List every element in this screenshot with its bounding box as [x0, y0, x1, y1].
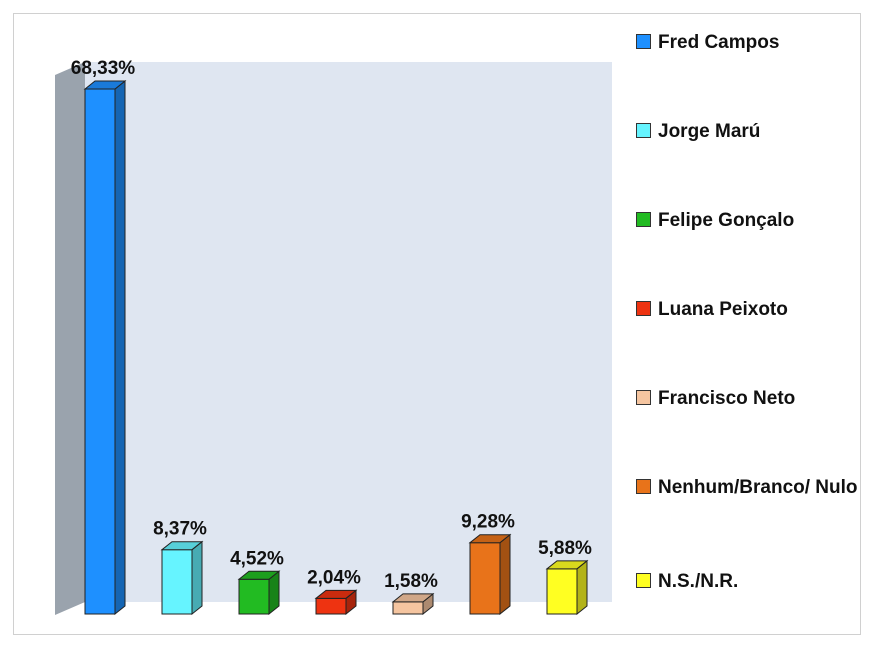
bar-side — [191, 540, 203, 616]
data-label: 1,58% — [384, 571, 438, 592]
legend-label: N.S./N.R. — [658, 571, 739, 592]
bar-group — [83, 79, 589, 616]
legend-label: Fred Campos — [658, 32, 780, 53]
legend-label: Nenhum/Branco/ Nulo — [658, 477, 858, 498]
bar-front — [469, 542, 501, 615]
bar-top — [391, 593, 435, 603]
legend-item: Francisco Neto — [636, 386, 795, 411]
bar-side — [114, 79, 126, 616]
bar-front — [84, 88, 116, 615]
bar — [391, 592, 435, 616]
bar-side — [576, 559, 588, 616]
legend-label: Luana Peixoto — [658, 299, 788, 320]
bar-front — [392, 601, 424, 615]
bar-front — [161, 549, 193, 615]
legend-item: Luana Peixoto — [636, 297, 788, 322]
bar-side — [499, 533, 511, 616]
legend-swatch — [636, 573, 651, 588]
legend-swatch — [636, 34, 651, 49]
bar — [160, 540, 204, 616]
data-label: 8,37% — [153, 519, 207, 540]
chart-back-wall — [85, 62, 612, 602]
data-label: 9,28% — [461, 512, 515, 533]
legend-label: Felipe Gonçalo — [658, 210, 795, 231]
chart-side-wall — [55, 62, 85, 615]
bar-top — [237, 570, 281, 580]
legend-item: Fred Campos — [636, 30, 779, 55]
legend-item: Nenhum/Branco/ Nulo — [636, 475, 858, 500]
data-label: 4,52% — [230, 548, 284, 569]
legend-item: Felipe Gonçalo — [636, 208, 794, 233]
bar-top — [545, 560, 589, 570]
legend-swatch — [636, 123, 651, 138]
bar — [83, 79, 127, 616]
legend-swatch — [636, 390, 651, 405]
bar — [237, 570, 281, 616]
legend-swatch — [636, 479, 651, 494]
bar-top — [468, 534, 512, 544]
bar-top — [160, 541, 204, 551]
bar-front — [546, 568, 578, 615]
legend-label: Jorge Marú — [658, 121, 761, 142]
bar — [314, 589, 358, 616]
legend-swatch — [636, 212, 651, 227]
data-label: 2,04% — [307, 567, 361, 588]
bar-top — [83, 80, 127, 90]
data-label-group: 68,33% 8,37% 4,52% 2,04% 1,58% 9,28% 5,88% — [71, 58, 592, 592]
bar-top — [314, 589, 358, 599]
legend-item: N.S./N.R. — [636, 569, 738, 594]
bar — [545, 559, 589, 616]
data-label: 5,88% — [538, 538, 592, 559]
bar-front — [238, 578, 270, 615]
legend-label: Francisco Neto — [658, 388, 796, 409]
legend-swatch — [636, 301, 651, 316]
bar — [468, 533, 512, 616]
data-label: 68,33% — [71, 58, 136, 79]
bar-front — [315, 597, 347, 615]
legend-item: Jorge Marú — [636, 119, 760, 144]
